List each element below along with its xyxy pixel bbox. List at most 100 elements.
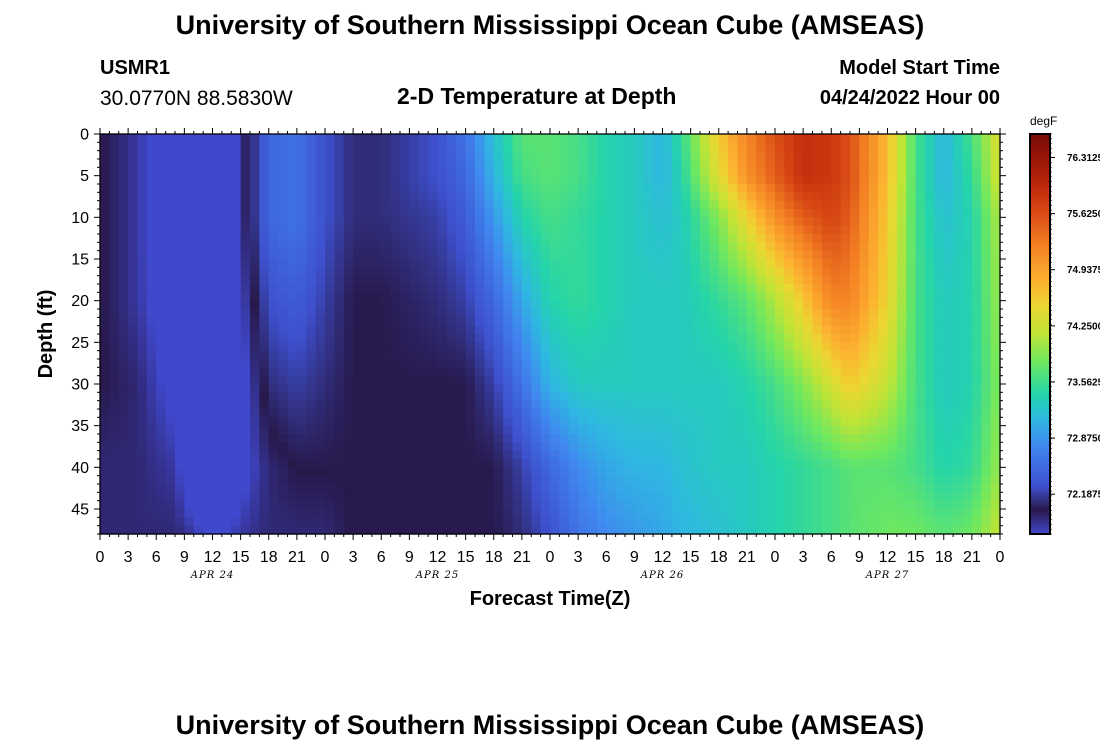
heatmap-cell [831, 309, 842, 318]
heatmap-cell [193, 484, 204, 493]
heatmap-cell [503, 225, 514, 235]
heatmap-cell [596, 484, 607, 493]
heatmap-cell [484, 217, 495, 227]
heatmap-cell [821, 350, 832, 360]
heatmap-cell [578, 359, 589, 368]
heatmap-cell [765, 242, 776, 252]
heatmap-cell [493, 284, 504, 293]
heatmap-cell [812, 317, 823, 327]
heatmap-cell [493, 275, 504, 285]
heatmap-cell [137, 434, 148, 443]
heatmap-cell [512, 467, 523, 477]
heatmap-cell [137, 300, 148, 310]
heatmap-cell [821, 275, 832, 285]
heatmap-cell [484, 417, 495, 427]
heatmap-cell [381, 275, 392, 285]
heatmap-cell [109, 275, 120, 285]
heatmap-cell [784, 375, 795, 385]
heatmap-cell [671, 484, 682, 493]
heatmap-cell [184, 292, 195, 302]
heatmap-cell [306, 225, 317, 235]
heatmap-cell [878, 467, 889, 477]
page-title: University of Southern Mississippi Ocean… [175, 10, 925, 40]
heatmap-cell [175, 275, 185, 285]
heatmap-cell [550, 475, 560, 485]
heatmap-cell [381, 267, 392, 277]
heatmap-cell [296, 250, 307, 260]
heatmap-cell [821, 184, 832, 193]
heatmap-cell [831, 167, 842, 177]
heatmap-cell [512, 292, 523, 302]
heatmap-cell [784, 500, 795, 510]
heatmap-cell [306, 509, 317, 518]
heatmap-cell [315, 209, 326, 218]
heatmap-cell [475, 300, 485, 310]
heatmap-cell [962, 509, 973, 518]
heatmap-cell [559, 209, 570, 218]
heatmap-cell [503, 450, 514, 460]
heatmap-cell [840, 300, 851, 310]
heatmap-cell [953, 450, 964, 460]
heatmap-cell [418, 300, 429, 310]
heatmap-cell [700, 350, 710, 360]
heatmap-cell [756, 417, 767, 427]
heatmap-cell [906, 275, 917, 285]
heatmap-cell [662, 409, 673, 418]
heatmap-cell [887, 334, 898, 343]
heatmap-cell [175, 300, 185, 310]
heatmap-cell [887, 434, 898, 443]
heatmap-cell [578, 300, 589, 310]
heatmap-cell [531, 317, 542, 327]
heatmap-cell [193, 234, 204, 243]
heatmap-cell [503, 134, 514, 143]
heatmap-cell [915, 334, 926, 343]
heatmap-cell [943, 234, 954, 243]
heatmap-cell [446, 459, 457, 468]
heatmap-cell [128, 425, 139, 435]
heatmap-cell [990, 134, 1001, 143]
heatmap-cell [278, 434, 289, 443]
heatmap-cell [596, 200, 607, 210]
heatmap-cell [550, 217, 560, 227]
heatmap-cell [521, 259, 532, 268]
heatmap-cell [278, 392, 289, 402]
heatmap-cell [962, 425, 973, 435]
heatmap-cell [821, 442, 832, 452]
heatmap-cell [128, 492, 139, 502]
heatmap-cell [662, 484, 673, 493]
heatmap-cell [259, 384, 270, 393]
heatmap-cell [878, 367, 889, 377]
heatmap-cell [878, 325, 889, 335]
heatmap-cell [737, 425, 748, 435]
heatmap-cell [850, 509, 860, 518]
heatmap-cell [906, 459, 917, 468]
heatmap-cell [793, 492, 804, 502]
heatmap-cell [550, 184, 560, 193]
heatmap-cell [250, 225, 260, 235]
heatmap-cell [484, 434, 495, 443]
heatmap-cell [840, 484, 851, 493]
heatmap-cell [878, 409, 889, 418]
heatmap-cell [540, 292, 551, 302]
heatmap-cell [390, 367, 401, 377]
heatmap-cell [953, 167, 964, 177]
heatmap-cell [165, 317, 176, 327]
heatmap-cell [278, 325, 289, 335]
heatmap-cell [700, 250, 710, 260]
heatmap-cell [437, 384, 448, 393]
heatmap-cell [296, 450, 307, 460]
heatmap-cell [559, 325, 570, 335]
heatmap-cell [643, 384, 654, 393]
heatmap-cell [634, 134, 645, 143]
heatmap-cell [484, 292, 495, 302]
heatmap-cell [690, 192, 701, 202]
heatmap-cell [156, 309, 167, 318]
heatmap-cell [634, 209, 645, 218]
heatmap-cell [418, 225, 429, 235]
heatmap-cell [428, 209, 439, 218]
heatmap-cell [887, 309, 898, 318]
heatmap-cell [906, 492, 917, 502]
heatmap-cell [643, 409, 654, 418]
heatmap-cell [128, 309, 139, 318]
heatmap-cell [240, 309, 251, 318]
